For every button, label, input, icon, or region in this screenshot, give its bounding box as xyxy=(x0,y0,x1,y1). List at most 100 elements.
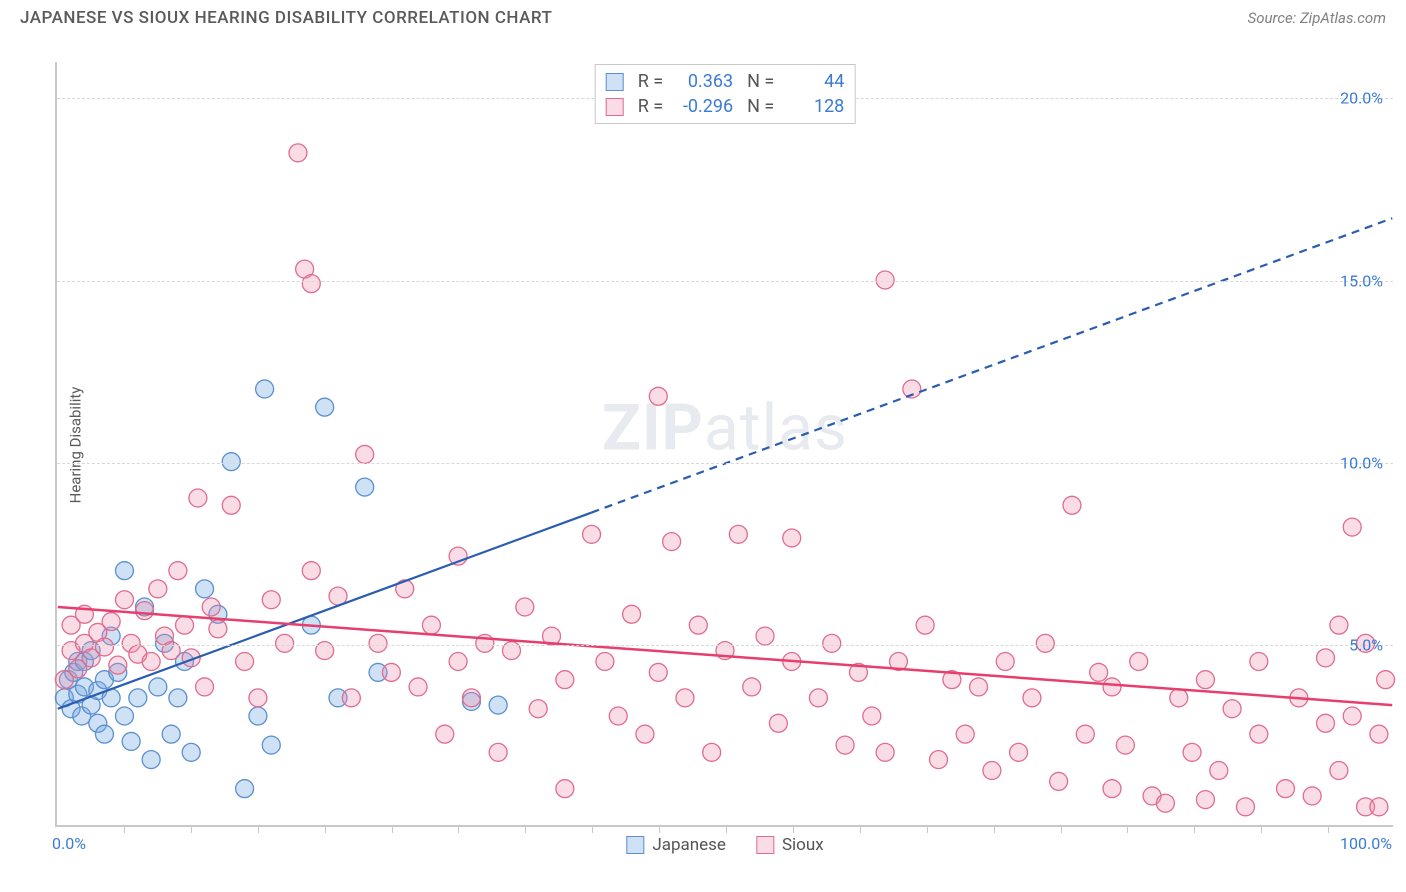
scatter-point xyxy=(1223,700,1241,718)
scatter-point xyxy=(276,634,294,652)
swatch-japanese-icon xyxy=(626,836,644,854)
legend-stats-box: R = 0.363 N = 44 R = -0.296 N = 128 xyxy=(595,64,856,124)
chart-source: Source: ZipAtlas.com xyxy=(1248,9,1386,27)
plot-area: ZIPatlas R = 0.363 N = 44 R = -0.296 N =… xyxy=(55,62,1393,827)
gridline xyxy=(57,281,1393,282)
scatter-point xyxy=(249,707,267,725)
swatch-sioux-icon xyxy=(606,98,624,116)
scatter-point xyxy=(1050,772,1068,790)
x-tick xyxy=(1261,825,1262,833)
y-tick-label: 10.0% xyxy=(1340,453,1383,472)
scatter-point xyxy=(149,580,167,598)
x-tick xyxy=(994,825,995,833)
scatter-point xyxy=(95,725,113,743)
scatter-point xyxy=(1036,634,1054,652)
scatter-point xyxy=(302,275,320,293)
scatter-point xyxy=(930,751,948,769)
scatter-point xyxy=(149,678,167,696)
scatter-point xyxy=(1330,616,1348,634)
scatter-point xyxy=(115,591,133,609)
x-tick xyxy=(124,825,125,833)
scatter-point xyxy=(1330,762,1348,780)
scatter-point xyxy=(109,656,127,674)
scatter-point xyxy=(129,689,147,707)
scatter-point xyxy=(196,580,214,598)
scatter-point xyxy=(1103,678,1121,696)
y-tick-label: 15.0% xyxy=(1340,271,1383,290)
scatter-point xyxy=(556,671,574,689)
scatter-point xyxy=(996,653,1014,671)
scatter-point xyxy=(162,725,180,743)
scatter-point xyxy=(342,689,360,707)
scatter-point xyxy=(449,653,467,671)
scatter-point xyxy=(489,743,507,761)
scatter-point xyxy=(1196,791,1214,809)
scatter-point xyxy=(222,453,240,471)
scatter-point xyxy=(863,707,881,725)
chart-container: Hearing Disability ZIPatlas R = 0.363 N … xyxy=(55,62,1393,827)
x-tick xyxy=(392,825,393,833)
x-tick xyxy=(592,825,593,833)
scatter-point xyxy=(136,602,154,620)
x-tick xyxy=(860,825,861,833)
scatter-point xyxy=(1170,689,1188,707)
scatter-point xyxy=(115,707,133,725)
scatter-point xyxy=(256,380,274,398)
scatter-point xyxy=(529,700,547,718)
scatter-point xyxy=(209,620,227,638)
scatter-point xyxy=(382,663,400,681)
scatter-point xyxy=(823,634,841,652)
swatch-japanese-icon xyxy=(606,73,624,91)
scatter-point xyxy=(636,725,654,743)
scatter-point xyxy=(95,638,113,656)
scatter-point xyxy=(302,562,320,580)
scatter-point xyxy=(1116,736,1134,754)
scatter-point xyxy=(1090,663,1108,681)
scatter-svg xyxy=(57,62,1393,825)
scatter-point xyxy=(1317,714,1335,732)
scatter-point xyxy=(649,663,667,681)
x-tick xyxy=(258,825,259,833)
scatter-point xyxy=(262,591,280,609)
scatter-point xyxy=(409,678,427,696)
scatter-point xyxy=(249,689,267,707)
scatter-point xyxy=(983,762,1001,780)
scatter-point xyxy=(583,525,601,543)
scatter-point xyxy=(222,496,240,514)
scatter-point xyxy=(689,616,707,634)
legend-item-sioux: Sioux xyxy=(756,835,824,855)
scatter-point xyxy=(356,445,374,463)
scatter-point xyxy=(1183,743,1201,761)
scatter-point xyxy=(102,613,120,631)
scatter-point xyxy=(970,678,988,696)
chart-title: JAPANESE VS SIOUX HEARING DISABILITY COR… xyxy=(20,8,552,28)
scatter-point xyxy=(236,780,254,798)
scatter-point xyxy=(1023,689,1041,707)
scatter-point xyxy=(609,707,627,725)
y-tick-label: 20.0% xyxy=(1340,89,1383,108)
x-tick xyxy=(191,825,192,833)
scatter-point xyxy=(289,144,307,162)
swatch-sioux-icon xyxy=(756,836,774,854)
x-tick xyxy=(793,825,794,833)
x-tick xyxy=(1061,825,1062,833)
scatter-point xyxy=(189,489,207,507)
legend-stats-row-japanese: R = 0.363 N = 44 xyxy=(606,69,845,94)
y-tick-label: 5.0% xyxy=(1349,635,1383,654)
scatter-point xyxy=(1370,798,1388,816)
x-tick xyxy=(659,825,660,833)
scatter-point xyxy=(516,598,534,616)
scatter-point xyxy=(1063,496,1081,514)
scatter-point xyxy=(876,743,894,761)
scatter-point xyxy=(1196,671,1214,689)
trendline-dashed xyxy=(592,218,1393,512)
scatter-point xyxy=(262,736,280,754)
scatter-point xyxy=(1343,518,1361,536)
scatter-point xyxy=(316,398,334,416)
scatter-point xyxy=(1236,798,1254,816)
scatter-point xyxy=(436,725,454,743)
scatter-point xyxy=(703,743,721,761)
x-tick xyxy=(325,825,326,833)
scatter-point xyxy=(1076,725,1094,743)
scatter-point xyxy=(1250,725,1268,743)
